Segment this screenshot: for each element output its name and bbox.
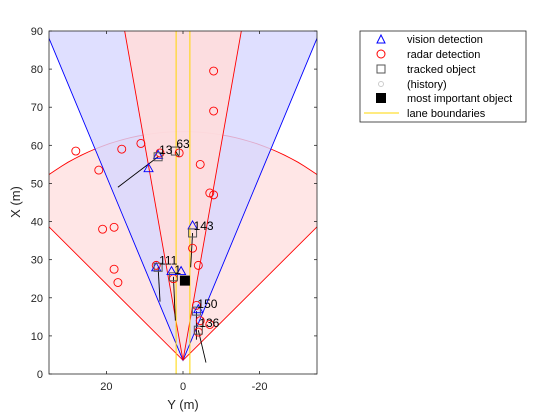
tracked-object-marker xyxy=(170,146,180,156)
radar-detection-marker xyxy=(117,144,127,154)
radar-detection-marker xyxy=(191,300,201,310)
legend-label-vision: vision detection xyxy=(407,34,483,46)
track-id-label: 136 xyxy=(199,316,219,330)
small-circle-icon xyxy=(378,81,384,87)
most-important-object-marker xyxy=(179,275,190,286)
y-tick-label: 30 xyxy=(31,255,43,267)
track-history-line xyxy=(172,276,176,321)
radar-detection-marker xyxy=(94,165,104,175)
radar-detection-marker xyxy=(71,146,81,156)
legend-entry-vision: vision detection xyxy=(376,33,483,46)
tracked-object-marker xyxy=(193,325,203,335)
track-history-line xyxy=(190,232,194,268)
coverage-areas xyxy=(49,31,317,362)
legend-label-tracked: tracked object xyxy=(407,64,475,76)
tracked-object-marker xyxy=(153,152,163,162)
y-tick-label: 70 xyxy=(31,102,43,114)
tracked-object-marker xyxy=(168,272,178,282)
radar-detection-marker xyxy=(209,190,219,200)
x-tick-label: 0 xyxy=(180,381,186,393)
coverage-sector xyxy=(124,31,242,361)
legend-entry-history: (history) xyxy=(378,79,447,91)
track-id-label: 111 xyxy=(159,253,178,267)
track-history-line xyxy=(157,267,161,302)
radar-detection-marker xyxy=(98,224,108,234)
y-tick-label: 40 xyxy=(31,217,43,229)
axes: 20 0 -20 0 10 20 30 40 50 60 70 80 90 xyxy=(31,26,317,393)
legend-label-history: (history) xyxy=(407,79,447,91)
track-history-line xyxy=(174,150,180,158)
tracked-object-marker xyxy=(188,228,198,238)
legend-entry-lane: lane boundaries xyxy=(364,108,486,120)
y-tick-label: 0 xyxy=(37,369,43,381)
vision-detection-marker xyxy=(175,265,187,276)
radar-detection-marker xyxy=(195,159,205,169)
radar-detection-marker xyxy=(109,264,119,274)
legend: vision detection radar detection tracked… xyxy=(359,30,527,123)
triangle-icon xyxy=(376,33,386,44)
radar-detection-marker xyxy=(113,278,123,287)
track-histories xyxy=(117,150,207,363)
y-tick-label: 50 xyxy=(31,178,43,190)
radar-detection-marker xyxy=(193,260,203,270)
y-tick-label: 20 xyxy=(31,293,43,305)
track-id-label: 63 xyxy=(176,137,190,151)
track-id-label: 13 xyxy=(159,143,173,157)
most-important-object-layer xyxy=(179,275,190,286)
legend-entry-radar: radar detection xyxy=(376,49,480,61)
legend-entry-important: most important object xyxy=(376,93,512,105)
tracked-object-marker xyxy=(153,262,163,272)
vision-detection-marker xyxy=(166,265,177,276)
x-tick-label: 20 xyxy=(100,381,112,393)
vision-detection-marker xyxy=(143,162,154,173)
y-tick-label: 60 xyxy=(31,140,43,152)
y-tick-label: 10 xyxy=(31,331,43,343)
tracked-object-marker xyxy=(191,306,201,316)
y-tick-label: 80 xyxy=(31,64,43,76)
lane-boundaries xyxy=(175,31,191,374)
legend-label-radar: radar detection xyxy=(407,49,480,61)
radar-detection-marker xyxy=(209,66,219,76)
circle-icon xyxy=(376,49,386,59)
track-id-label: 143 xyxy=(194,219,214,233)
radar-detection-marker xyxy=(136,138,146,148)
legend-label-lane: lane boundaries xyxy=(407,108,486,120)
legend-entry-tracked: tracked object xyxy=(376,64,475,76)
legend-box xyxy=(359,30,527,123)
vision-detection-marker xyxy=(152,149,164,159)
y-axis-label: X (m) xyxy=(8,186,23,218)
radar-detection-marker xyxy=(195,316,205,326)
track-id-label: 150 xyxy=(197,297,217,311)
radar-detection-marker xyxy=(109,222,119,232)
y-tick-label: 90 xyxy=(31,26,43,38)
radar-detection-marker xyxy=(188,243,198,253)
track-history-line xyxy=(117,156,159,188)
x-axis-label: Y (m) xyxy=(167,397,199,412)
square-icon xyxy=(376,64,386,74)
track-id-label: 1 xyxy=(174,263,181,277)
radar-detection-marker xyxy=(209,106,219,116)
radar-detection-marker xyxy=(205,320,215,329)
radar-detection-marker xyxy=(151,260,161,270)
legend-label-important: most important object xyxy=(407,93,512,105)
filled-square-icon xyxy=(376,93,386,103)
x-tick-label: -20 xyxy=(252,381,268,393)
tracked-objects xyxy=(153,146,203,335)
